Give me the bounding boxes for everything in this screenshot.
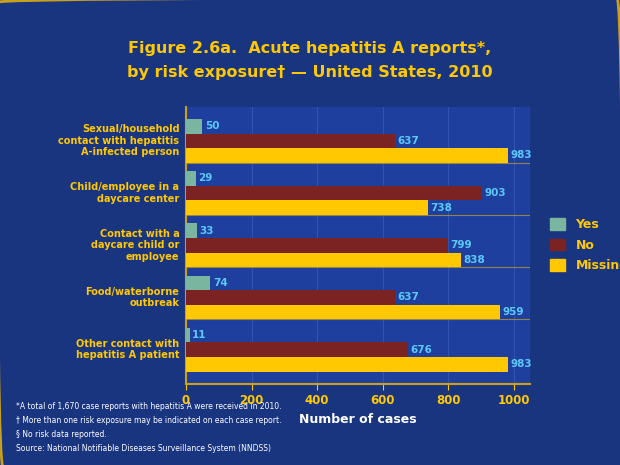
Text: 983: 983	[511, 359, 533, 369]
Bar	[186, 238, 448, 252]
Text: *A total of 1,670 case reports with hepatitis A were received in 2010.: *A total of 1,670 case reports with hepa…	[16, 402, 281, 411]
Text: Food/waterborne
outbreak: Food/waterborne outbreak	[86, 287, 179, 308]
Text: 838: 838	[463, 255, 485, 265]
Text: † More than one risk exposure may be indicated on each case report.: † More than one risk exposure may be ind…	[16, 416, 281, 425]
Bar	[186, 223, 197, 238]
Bar	[186, 342, 407, 357]
Text: Other contact with
hepatitis A patient: Other contact with hepatitis A patient	[76, 339, 179, 360]
Bar	[186, 290, 395, 305]
Bar	[186, 171, 195, 186]
Bar	[186, 148, 508, 163]
Text: 33: 33	[200, 226, 214, 236]
Text: 738: 738	[430, 203, 453, 213]
Text: Contact with a
daycare child or
employee: Contact with a daycare child or employee	[91, 229, 179, 262]
Bar	[186, 357, 508, 372]
Text: 676: 676	[410, 345, 432, 355]
Bar	[186, 276, 210, 290]
Text: 983: 983	[511, 151, 533, 160]
Text: 959: 959	[503, 307, 525, 317]
Legend: Yes, No, Missing§: Yes, No, Missing§	[547, 214, 620, 276]
Text: Figure 2.6a.  Acute hepatitis A reports*,: Figure 2.6a. Acute hepatitis A reports*,	[128, 41, 492, 56]
Text: 637: 637	[397, 136, 419, 146]
Text: 799: 799	[451, 240, 472, 250]
Text: 637: 637	[397, 292, 419, 303]
X-axis label: Number of cases: Number of cases	[299, 412, 417, 425]
Text: 29: 29	[198, 173, 213, 184]
Bar	[186, 200, 428, 215]
Text: 50: 50	[205, 121, 219, 131]
Text: Child/employee in a
daycare center: Child/employee in a daycare center	[71, 182, 179, 204]
Text: Source: National Notifiable Diseases Surveillance System (NNDSS): Source: National Notifiable Diseases Sur…	[16, 444, 270, 453]
Bar	[186, 305, 500, 319]
Bar	[186, 328, 190, 342]
Text: Sexual/household
contact with hepatitis
A-infected person: Sexual/household contact with hepatitis …	[58, 124, 179, 158]
Bar	[186, 186, 482, 200]
Text: 903: 903	[485, 188, 506, 198]
Bar	[186, 252, 461, 267]
Text: by risk exposure† — United States, 2010: by risk exposure† — United States, 2010	[127, 65, 493, 80]
Bar	[186, 119, 202, 133]
Text: § No risk data reported.: § No risk data reported.	[16, 430, 106, 439]
Bar	[186, 133, 395, 148]
Text: 74: 74	[213, 278, 228, 288]
Text: 11: 11	[192, 330, 206, 340]
